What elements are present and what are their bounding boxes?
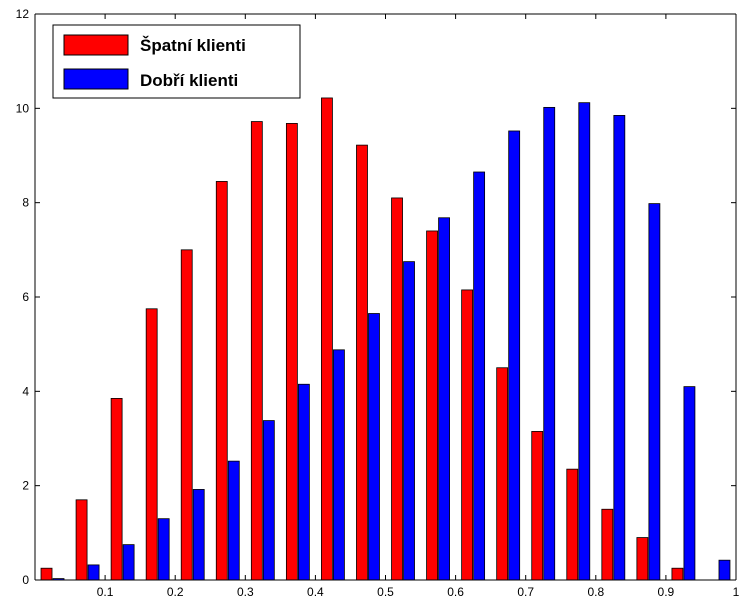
x-tick-label-4: 0.5 [377,585,394,599]
bar-good-7 [297,383,310,581]
bar-good-13 [508,130,521,581]
bar-good-4 [192,489,205,581]
bar-bad-7 [285,123,298,581]
bar-bad-11 [426,230,438,581]
y-tick-label-1: 2 [22,479,29,493]
axes-layer [34,13,737,581]
bar-bad-8 [321,97,333,581]
bar-bad-14 [531,431,544,581]
x-tick-label-1: 0.2 [167,585,184,599]
bar-good-6 [262,420,275,581]
x-tick-label-3: 0.4 [307,585,324,599]
bar-good-1 [87,564,100,581]
bar-bad-12 [461,289,474,581]
bar-bad-10 [391,197,403,581]
bar-bad-4 [180,249,193,581]
bar-good-10 [403,261,415,581]
legend-swatch-good-clients [63,68,129,90]
x-tick-label-7: 0.8 [587,585,604,599]
bar-bad-5 [215,181,228,581]
bar-good-8 [333,349,345,581]
bar-good-17 [648,203,661,581]
y-tick-label-2: 4 [22,384,29,398]
y-tick-label-3: 6 [22,290,29,304]
bar-bad-2 [110,398,123,581]
bars-layer [40,97,731,581]
legend-label-good-clients: Dobří klienti [140,71,238,90]
bar-bad-13 [496,367,509,581]
bar-bad-1 [75,499,88,581]
bar-good-19 [718,559,731,581]
bar-good-3 [157,518,170,581]
bar-good-18 [683,386,696,581]
y-tick-label-0: 0 [22,573,29,587]
bar-bad-16 [601,508,614,581]
bar-bad-17 [636,537,649,581]
bar-bad-0 [40,567,53,581]
bar-good-15 [578,102,591,581]
bar-good-14 [543,106,556,581]
bar-bad-6 [250,121,263,581]
bar-good-12 [473,171,486,581]
legend-swatch-bad-clients [63,34,129,56]
bar-bad-3 [145,308,158,581]
bar-good-2 [122,544,135,581]
bar-good-9 [368,313,380,581]
y-tick-label-4: 8 [22,196,29,210]
bar-bad-15 [566,468,579,581]
x-tick-label-8: 0.9 [658,585,675,599]
x-tick-label-5: 0.6 [447,585,464,599]
y-tick-label-6: 12 [16,7,30,21]
bar-good-11 [438,217,450,581]
bar-bad-18 [671,567,684,581]
x-tick-label-6: 0.7 [517,585,534,599]
x-tick-label-2: 0.3 [237,585,254,599]
ticks-layer: 0 2 4 6 8 10 12 0.1 0.2 0.3 0.4 0.5 0.6 0.7 0.8 0.9 1 [16,7,739,599]
bar-bad-9 [356,144,368,581]
y-tick-label-5: 10 [16,101,30,115]
bar-good-16 [613,115,626,581]
legend: Špatní klienti Dobří klienti [52,24,301,99]
x-tick-label-0: 0.1 [97,585,114,599]
legend-label-bad-clients: Špatní klienti [140,36,246,55]
x-tick-label-9: 1 [733,585,739,599]
bar-good-5 [227,460,240,581]
